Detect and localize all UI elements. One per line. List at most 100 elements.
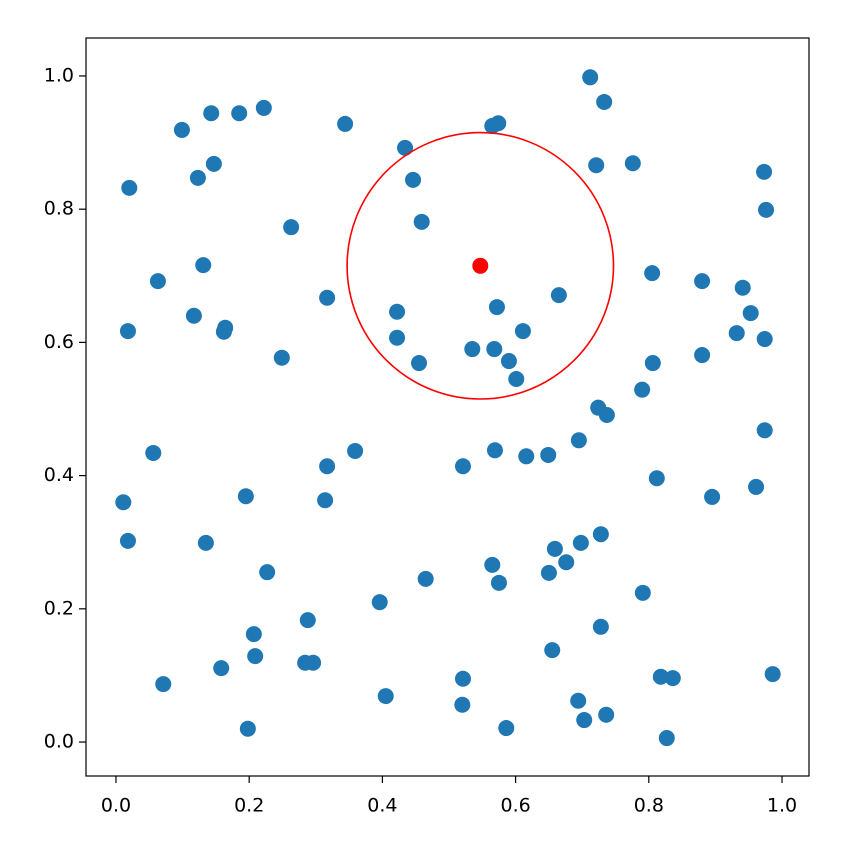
point <box>540 446 557 463</box>
point <box>704 488 721 505</box>
point <box>544 642 561 659</box>
y-tick-label: 0.4 <box>44 464 74 486</box>
point <box>417 570 434 587</box>
point <box>742 305 759 322</box>
point <box>484 556 501 573</box>
point <box>389 329 406 346</box>
point <box>550 287 567 304</box>
point <box>397 139 414 156</box>
y-tick-label: 0.0 <box>44 731 74 753</box>
point <box>454 458 471 475</box>
point <box>634 381 651 398</box>
point <box>189 169 206 186</box>
point <box>305 654 322 671</box>
point <box>145 444 162 461</box>
point <box>197 534 214 551</box>
point <box>756 422 773 439</box>
point <box>486 341 503 358</box>
x-tick-label: 0.0 <box>101 795 131 817</box>
x-tick-label: 0.4 <box>367 795 397 817</box>
point <box>558 554 575 571</box>
point <box>728 325 745 342</box>
point <box>634 584 651 601</box>
point <box>570 692 587 709</box>
point <box>231 105 248 122</box>
point <box>748 478 765 495</box>
point <box>758 201 775 218</box>
y-tick-label: 1.0 <box>44 64 74 86</box>
point <box>624 155 641 172</box>
x-tick-label: 0.6 <box>500 795 530 817</box>
point <box>255 99 272 116</box>
point <box>598 706 615 723</box>
point <box>411 355 428 372</box>
point <box>239 720 256 737</box>
point <box>454 696 471 713</box>
point <box>149 273 166 290</box>
point <box>764 666 781 683</box>
point <box>115 494 132 511</box>
point <box>337 115 354 132</box>
point <box>644 355 661 372</box>
point <box>756 163 773 180</box>
point <box>592 618 609 635</box>
point <box>514 323 531 340</box>
plot-frame <box>85 37 810 777</box>
point <box>734 279 751 296</box>
point <box>119 323 136 340</box>
point <box>245 626 262 643</box>
point <box>317 492 334 509</box>
point <box>371 594 388 611</box>
point <box>694 273 711 290</box>
x-tick-label: 0.2 <box>234 795 264 817</box>
point <box>185 307 202 324</box>
y-tick-label: 0.6 <box>44 331 74 353</box>
point <box>756 331 773 348</box>
point <box>540 564 557 581</box>
point <box>486 442 503 459</box>
point <box>259 564 276 581</box>
point <box>215 323 232 340</box>
point <box>582 69 599 86</box>
point <box>588 157 605 174</box>
point <box>273 349 290 366</box>
point <box>237 488 254 505</box>
point <box>283 219 300 236</box>
point <box>652 668 669 685</box>
point <box>598 406 615 423</box>
point <box>664 670 681 687</box>
point <box>213 660 230 677</box>
point <box>195 257 212 274</box>
point <box>648 470 665 487</box>
point <box>644 265 661 282</box>
point <box>570 432 587 449</box>
point <box>319 289 336 306</box>
point <box>596 93 613 110</box>
point <box>247 648 264 665</box>
point <box>389 303 406 320</box>
point <box>405 171 422 188</box>
x-tick-label: 0.8 <box>634 795 664 817</box>
point <box>576 712 593 729</box>
y-tick-label: 0.2 <box>44 597 74 619</box>
point <box>121 179 138 196</box>
point <box>500 353 517 370</box>
point <box>155 676 172 693</box>
point <box>454 670 471 687</box>
point <box>464 341 481 358</box>
point <box>518 448 535 465</box>
point <box>490 115 507 132</box>
point <box>413 213 430 230</box>
point <box>347 442 364 459</box>
point <box>319 458 336 475</box>
point <box>173 121 190 138</box>
point <box>119 532 136 549</box>
point <box>490 574 507 591</box>
y-tick-label: 0.8 <box>44 198 74 220</box>
point <box>546 540 563 557</box>
point <box>694 347 711 364</box>
point <box>377 688 394 705</box>
point <box>203 105 220 122</box>
